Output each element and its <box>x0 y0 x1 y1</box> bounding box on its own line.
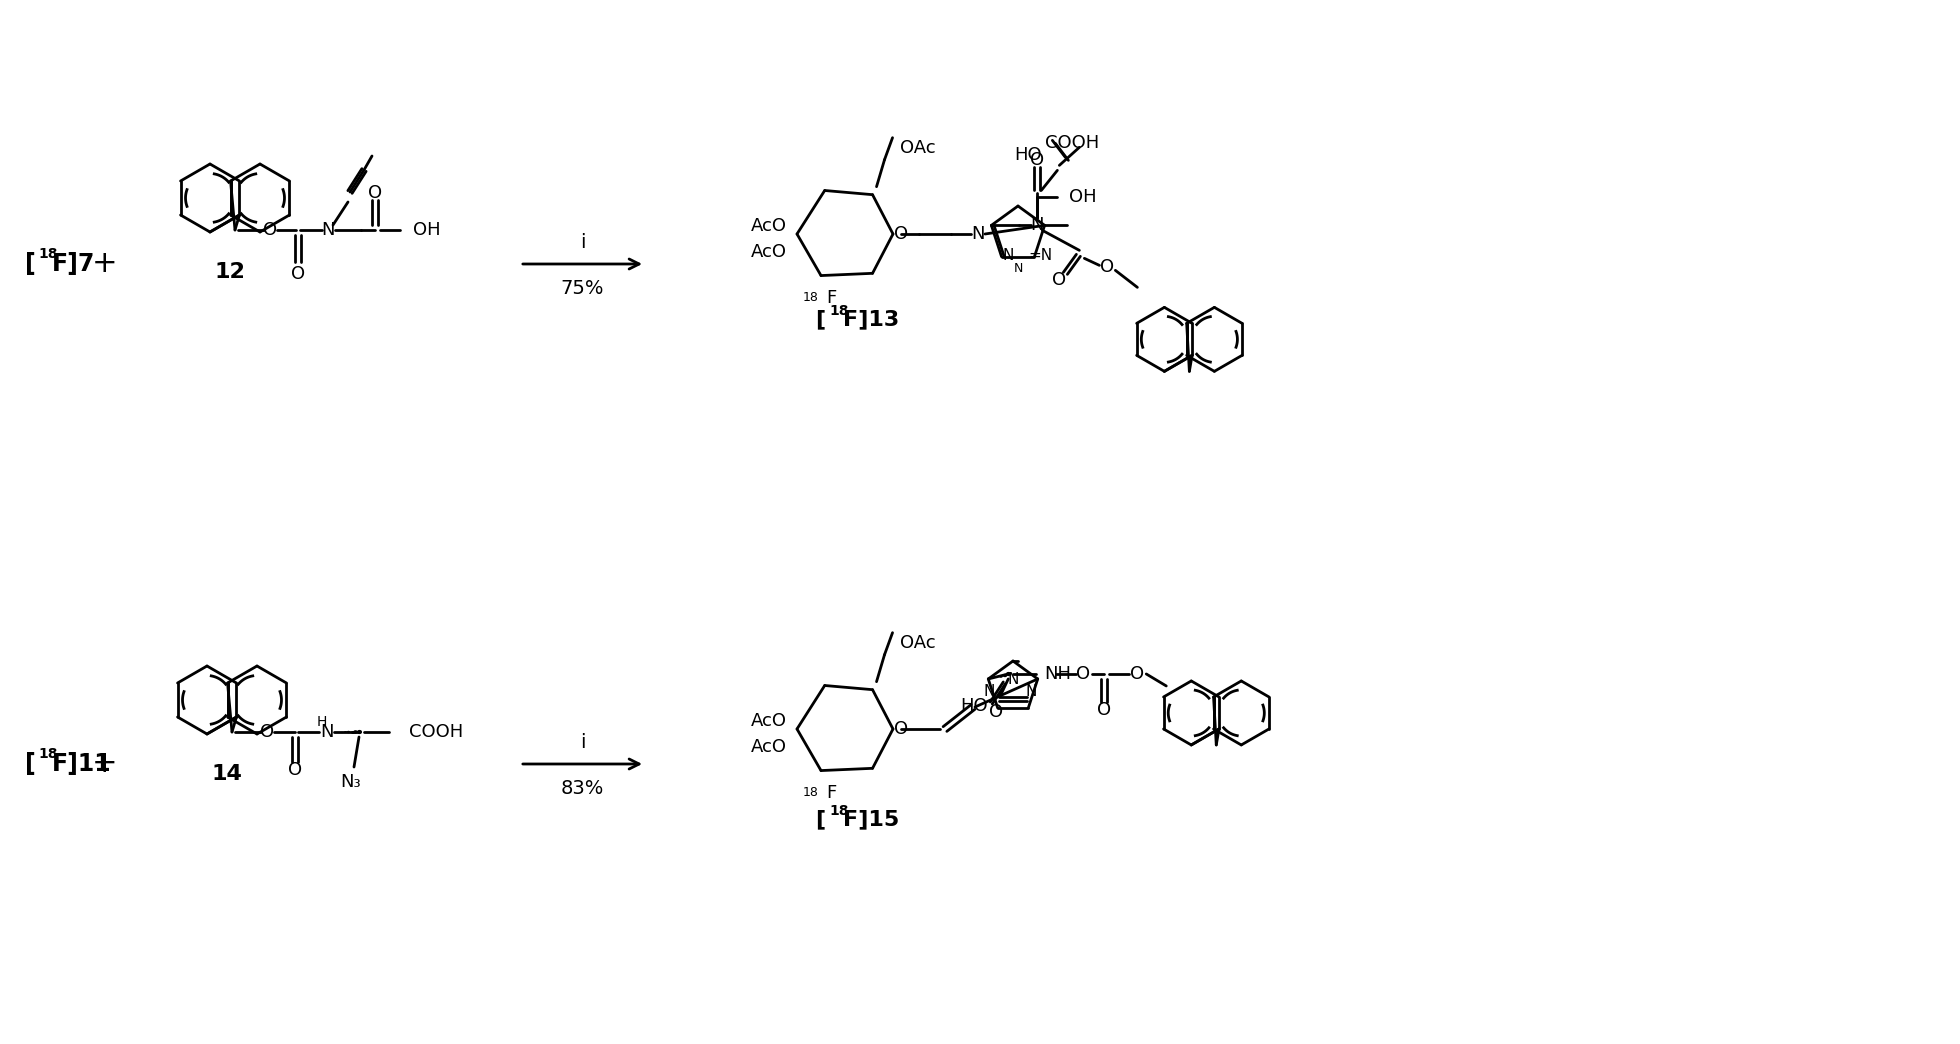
Text: O: O <box>1131 665 1145 683</box>
Text: N: N <box>1031 216 1045 234</box>
Text: O: O <box>1031 151 1045 169</box>
Text: N: N <box>1013 261 1023 275</box>
Text: AcO: AcO <box>751 738 788 756</box>
Text: [: [ <box>815 309 825 329</box>
Text: N: N <box>1002 248 1013 263</box>
Text: i: i <box>580 233 586 252</box>
Text: HO: HO <box>1015 146 1043 164</box>
Text: O: O <box>261 723 274 741</box>
Text: F: F <box>825 784 837 802</box>
Text: i: i <box>580 733 586 752</box>
Text: O: O <box>1098 701 1111 719</box>
Text: O: O <box>1076 665 1090 683</box>
Text: O: O <box>263 221 276 239</box>
Text: O: O <box>290 265 306 283</box>
Text: O: O <box>894 226 907 243</box>
Text: HO: HO <box>960 697 988 715</box>
Text: N₃: N₃ <box>341 773 361 791</box>
Text: N: N <box>1007 671 1019 687</box>
Text: 75%: 75% <box>561 280 604 299</box>
Text: AcO: AcO <box>751 712 788 730</box>
Text: [: [ <box>25 752 35 776</box>
Text: F]7: F]7 <box>53 252 96 276</box>
Text: O: O <box>894 720 907 738</box>
Text: AcO: AcO <box>751 243 788 261</box>
Text: +: + <box>92 250 118 279</box>
Text: N: N <box>972 226 984 243</box>
Text: NH: NH <box>1045 665 1072 683</box>
Text: OH: OH <box>1070 188 1098 207</box>
Text: 12: 12 <box>214 262 245 282</box>
Text: N: N <box>984 685 996 699</box>
Text: COOH: COOH <box>410 723 463 741</box>
Text: +: + <box>92 750 118 779</box>
Text: 18: 18 <box>829 304 849 318</box>
Text: H: H <box>318 715 327 729</box>
Text: N: N <box>1025 685 1037 699</box>
Text: O: O <box>990 703 1004 721</box>
Text: 83%: 83% <box>561 780 604 799</box>
Text: AcO: AcO <box>751 217 788 235</box>
Text: N: N <box>319 723 333 741</box>
Text: [: [ <box>25 252 35 276</box>
Text: O: O <box>1100 258 1115 277</box>
Text: O: O <box>368 184 382 201</box>
Text: [: [ <box>815 809 825 829</box>
Text: F]13: F]13 <box>843 309 900 329</box>
Text: COOH: COOH <box>1045 135 1100 152</box>
Text: 18: 18 <box>829 804 849 818</box>
Text: 18: 18 <box>37 748 57 761</box>
Text: 14: 14 <box>212 764 243 784</box>
Text: O: O <box>1053 271 1066 289</box>
Text: O: O <box>288 761 302 779</box>
Text: 18: 18 <box>37 247 57 261</box>
Text: F: F <box>825 288 837 307</box>
Text: 18: 18 <box>804 786 819 799</box>
Text: =N: =N <box>1027 248 1053 263</box>
Text: OH: OH <box>414 221 441 239</box>
Text: 18: 18 <box>804 291 819 304</box>
Text: OAc: OAc <box>900 139 935 157</box>
Text: N: N <box>321 221 335 239</box>
Text: F]11: F]11 <box>53 752 112 776</box>
Text: F]15: F]15 <box>843 809 900 829</box>
Text: OAc: OAc <box>900 634 935 651</box>
